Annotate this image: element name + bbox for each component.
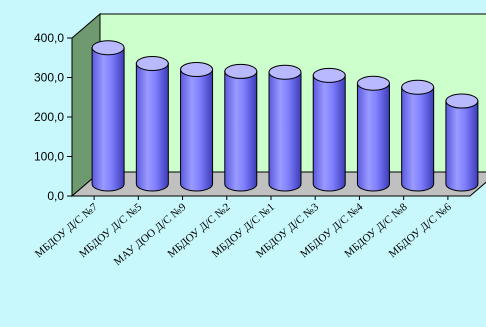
- bar-top: [356, 75, 390, 91]
- bar-body: [224, 70, 258, 192]
- bar: [312, 67, 346, 192]
- y-tick-label: 0,0: [47, 189, 64, 203]
- bar-body: [91, 47, 125, 192]
- bar: [135, 56, 169, 192]
- bar-top: [268, 64, 302, 80]
- bar: [91, 40, 125, 192]
- bar-body: [401, 86, 435, 192]
- bar-top: [91, 40, 125, 56]
- bar: [180, 61, 214, 192]
- bar: [224, 63, 258, 192]
- bar-body: [268, 71, 302, 192]
- bar: [401, 79, 435, 192]
- bar: [268, 64, 302, 192]
- y-tick-label: 100,0: [34, 150, 64, 164]
- bar: [445, 93, 479, 192]
- bar-top: [312, 67, 346, 83]
- y-tick-label: 400,0: [34, 31, 64, 45]
- bars: [91, 40, 479, 192]
- y-tick-label: 200,0: [34, 110, 64, 124]
- bar-body: [356, 82, 390, 192]
- bar-body: [135, 63, 169, 192]
- bar-top: [445, 93, 479, 109]
- bar-top: [135, 56, 169, 72]
- bar-top: [224, 63, 258, 79]
- bar-body: [312, 74, 346, 192]
- bar-body: [180, 68, 214, 192]
- bar-body: [445, 100, 479, 192]
- x-category-label: МАУ ДОО Д/С №9: [112, 201, 189, 268]
- bar-top: [401, 79, 435, 95]
- y-tick-label: 300,0: [34, 71, 64, 85]
- bar-top: [180, 61, 214, 77]
- y-axis: 0,0 100,0 200,0 300,0 400,0: [34, 31, 72, 203]
- bar: [356, 75, 390, 192]
